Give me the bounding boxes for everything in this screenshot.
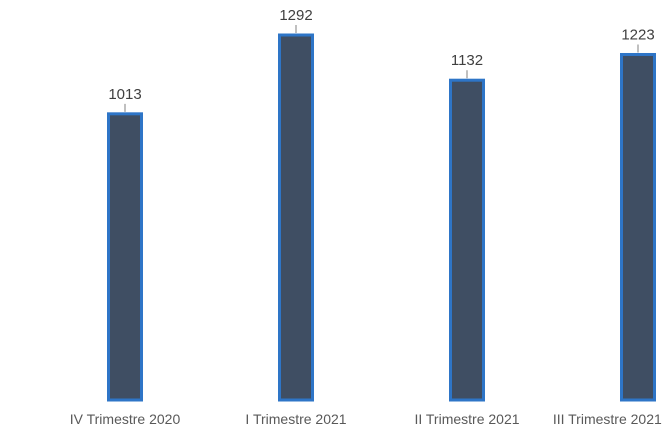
data-label: 1013 — [108, 86, 141, 103]
x-tick-label: III Trimestre 2021 — [553, 411, 662, 427]
bar — [278, 33, 314, 402]
x-tick-label: II Trimestre 2021 — [414, 411, 519, 427]
data-label: 1132 — [451, 52, 483, 69]
x-tick-label: I Trimestre 2021 — [245, 411, 346, 427]
bar — [107, 112, 143, 402]
bar — [449, 78, 485, 402]
bar — [620, 52, 656, 402]
x-tick-label: IV Trimestre 2020 — [70, 411, 181, 427]
data-label: 1223 — [621, 26, 654, 43]
data-label: 1292 — [279, 7, 312, 24]
